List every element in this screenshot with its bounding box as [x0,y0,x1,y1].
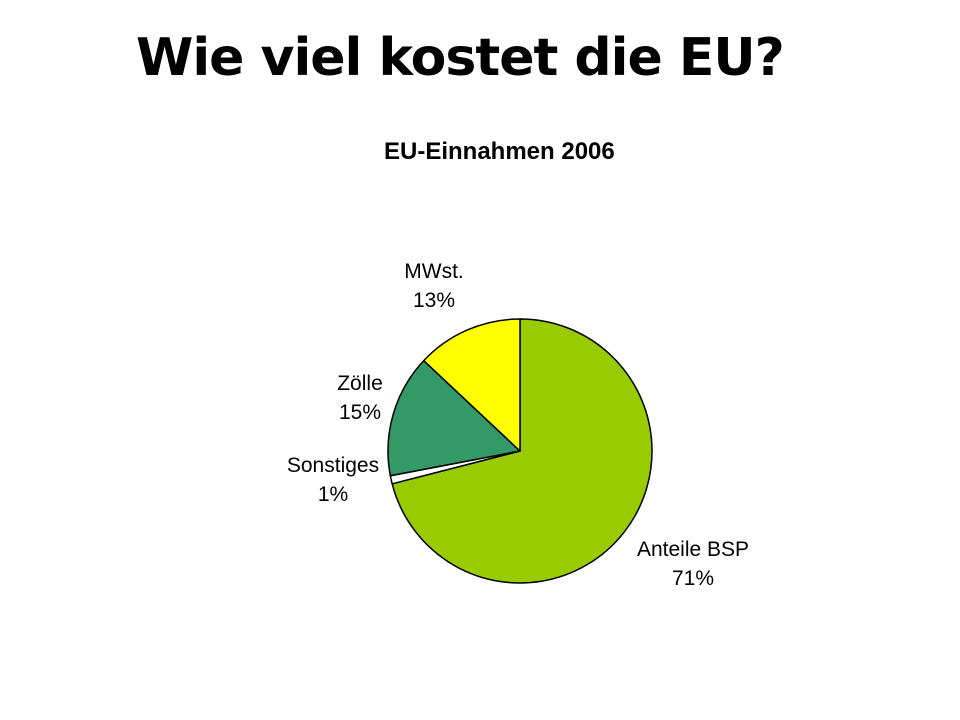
pie-slice-anteile-bsp [391,318,653,584]
pie-slices [387,318,653,584]
pie-labels: Anteile BSP 71% Sonstiges 1% Zölle 15% MWst. 13… [287,260,749,590]
pie-slice-mwst [423,318,521,452]
pie-slice-zölle [387,359,521,477]
slice-label: Anteile BSP 71% [637,538,749,590]
slice-label: Zölle 15% [337,372,383,424]
slice-label: MWst. 13% [404,260,463,312]
chart-title: EU-Einnahmen 2006 [384,138,615,165]
slide-title: Wie viel kostet die EU? [136,28,785,88]
slice-label: Sonstiges 1% [287,454,379,506]
